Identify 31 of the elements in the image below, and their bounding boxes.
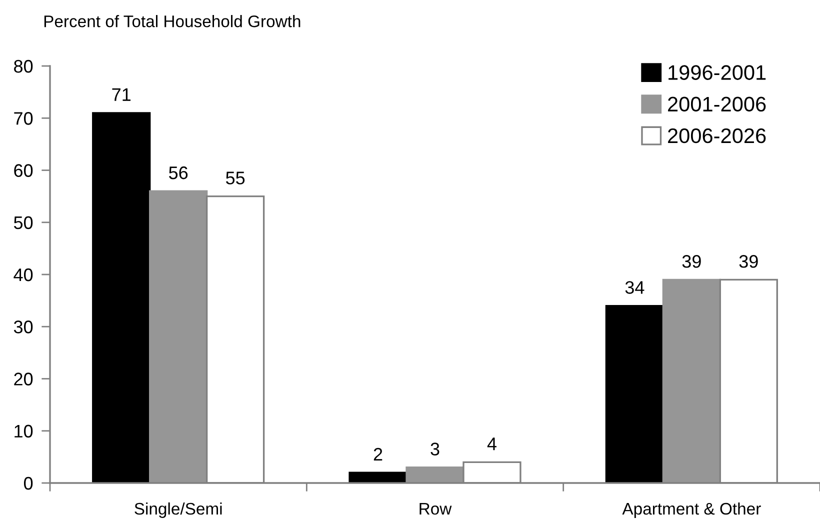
y-axis-title: Percent of Total Household Growth <box>44 15 300 28</box>
bar <box>348 472 408 483</box>
data-label: 4 <box>487 438 496 450</box>
data-label: 2 <box>374 448 382 460</box>
x-tick-label: Row <box>420 503 452 515</box>
data-label: 39 <box>682 255 701 268</box>
x-tick-label: Single/Semi <box>134 502 222 518</box>
bar <box>605 304 664 483</box>
y-tick-label: 50 <box>14 216 33 230</box>
legend-label: 2006-2026 <box>668 128 766 144</box>
data-label: 71 <box>112 88 131 101</box>
y-tick-label: 60 <box>14 164 33 177</box>
data-label: 3 <box>430 442 440 456</box>
y-tick-label: 10 <box>14 424 33 438</box>
y-tick-label: 0 <box>24 476 33 490</box>
x-tick-label: Apartment & Other <box>622 502 761 518</box>
legend-label: 2001-2006 <box>668 96 766 112</box>
data-label: 55 <box>226 172 245 184</box>
bar <box>406 466 464 483</box>
bar <box>92 112 151 483</box>
legend-label: 1996-2001 <box>668 65 766 80</box>
data-label: 56 <box>169 166 188 180</box>
bar <box>662 278 721 483</box>
y-tick-label: 30 <box>14 320 33 334</box>
bar <box>149 190 208 483</box>
data-label: 34 <box>625 281 644 294</box>
y-tick-label: 80 <box>14 60 33 73</box>
y-tick-label: 20 <box>14 372 33 386</box>
y-tick-label: 70 <box>14 112 33 125</box>
y-tick-label: 40 <box>14 268 33 282</box>
data-label: 39 <box>739 255 758 268</box>
